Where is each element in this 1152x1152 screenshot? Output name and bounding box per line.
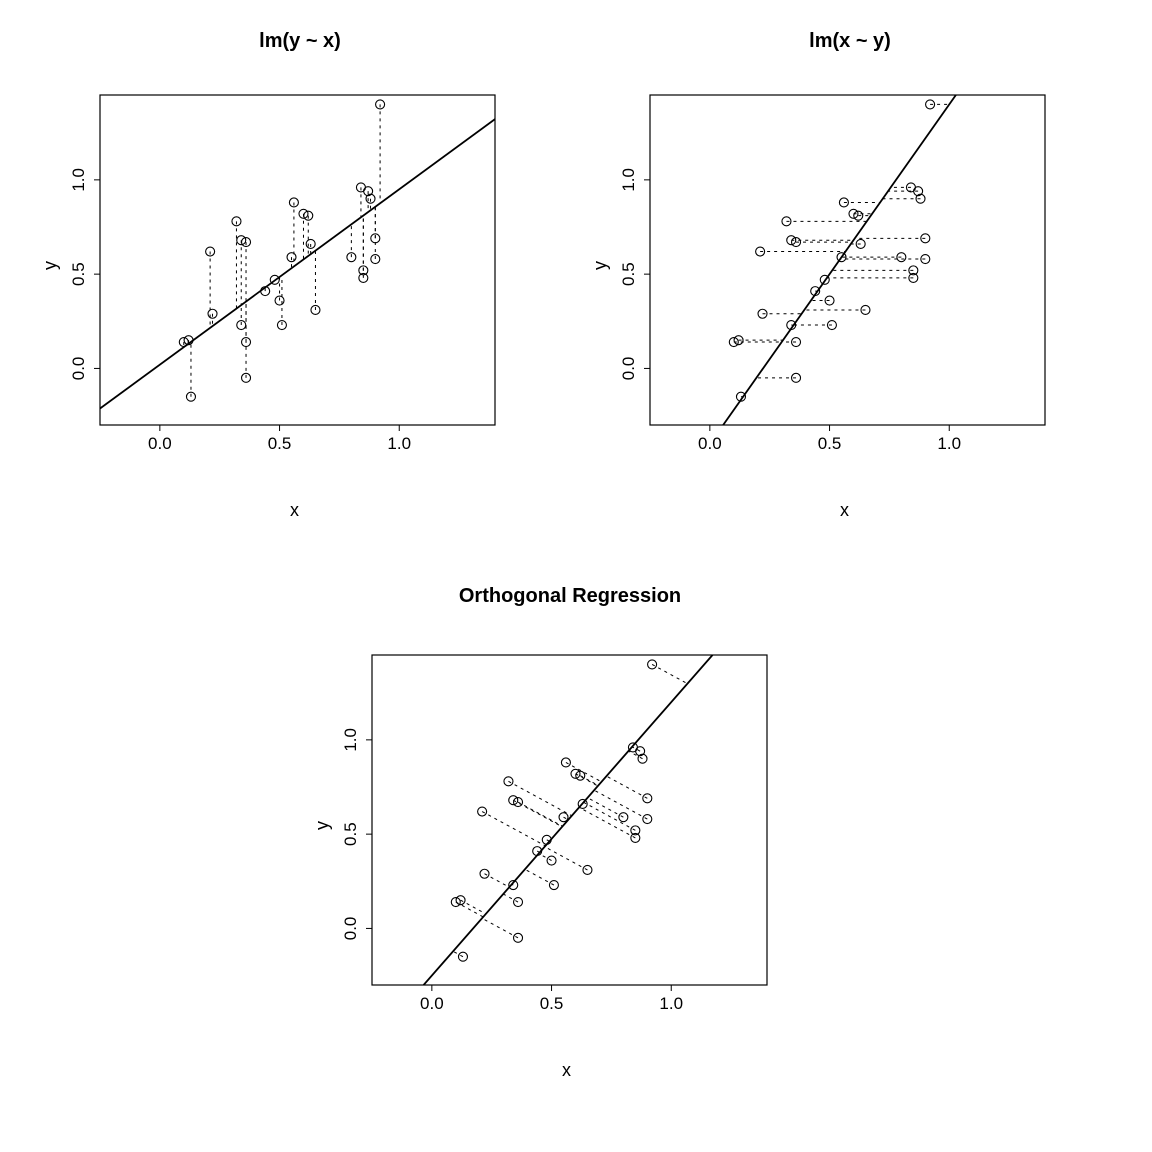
svg-text:0.0: 0.0 [69, 357, 88, 381]
svg-text:1.0: 1.0 [659, 994, 683, 1013]
svg-text:0.0: 0.0 [341, 917, 360, 941]
svg-text:0.5: 0.5 [341, 822, 360, 846]
svg-text:0.0: 0.0 [619, 357, 638, 381]
svg-text:0.0: 0.0 [698, 434, 722, 453]
panel-1-xlabel: x [290, 500, 299, 521]
svg-text:1.0: 1.0 [937, 434, 961, 453]
svg-text:0.5: 0.5 [69, 262, 88, 286]
panel-3-xlabel: x [562, 1060, 571, 1081]
panel-3-plot: 0.0 0.5 1.0 0.0 0.5 1.0 [322, 605, 817, 1035]
panel-1-plot: 0.0 0.5 1.0 0.0 0.5 1.0 [50, 45, 545, 475]
svg-text:1.0: 1.0 [619, 168, 638, 192]
svg-text:0.0: 0.0 [420, 994, 444, 1013]
panel-2-xlabel: x [840, 500, 849, 521]
svg-text:1.0: 1.0 [341, 728, 360, 752]
svg-text:0.5: 0.5 [540, 994, 564, 1013]
panel-2-plot: 0.0 0.5 1.0 0.0 0.5 1.0 [600, 45, 1095, 475]
svg-text:0.5: 0.5 [268, 434, 292, 453]
svg-text:0.5: 0.5 [818, 434, 842, 453]
svg-text:1.0: 1.0 [69, 168, 88, 192]
svg-text:0.5: 0.5 [619, 262, 638, 286]
svg-text:0.0: 0.0 [148, 434, 172, 453]
svg-text:1.0: 1.0 [387, 434, 411, 453]
